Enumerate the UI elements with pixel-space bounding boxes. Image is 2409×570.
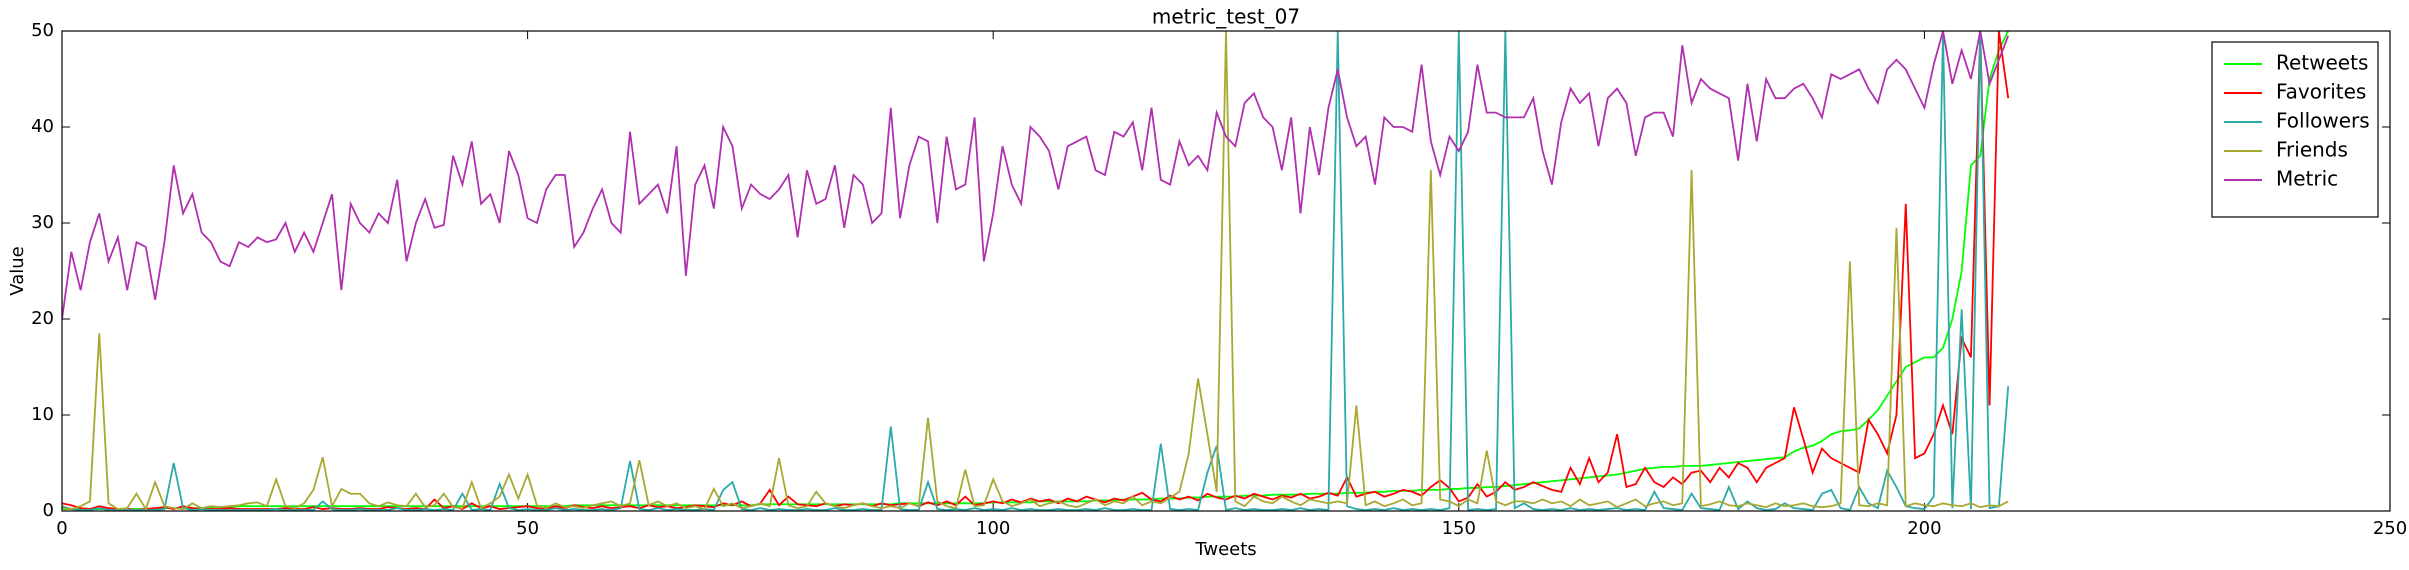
legend-label: Followers (2276, 109, 2370, 133)
y-tick-label: 20 (31, 308, 54, 329)
x-tick-label: 200 (1907, 518, 1941, 539)
x-tick-label: 0 (56, 518, 67, 539)
legend-label: Metric (2276, 167, 2338, 191)
series-line (62, 30, 2010, 511)
y-axis-label: Value (7, 246, 28, 295)
x-tick-label: 250 (2373, 518, 2407, 539)
y-tick-label: 50 (31, 20, 54, 41)
x-axis-label: Tweets (1194, 539, 1256, 560)
y-tick-label: 30 (31, 212, 54, 233)
y-tick-label: 0 (43, 500, 54, 521)
series-line (62, 30, 2010, 512)
legend-box (2211, 41, 2379, 218)
series-line (62, 30, 2010, 320)
plot-frame (61, 30, 2391, 512)
x-tick-label: 50 (516, 518, 539, 539)
legend-label: Friends (2276, 138, 2348, 162)
y-tick-label: 10 (31, 404, 54, 425)
y-tick-label: 40 (31, 116, 54, 137)
x-tick-label: 100 (976, 518, 1010, 539)
x-tick-label: 150 (1442, 518, 1476, 539)
legend-label: Favorites (2276, 80, 2366, 104)
legend-label: Retweets (2276, 51, 2368, 75)
series-line (62, 30, 2009, 512)
series-line (62, 30, 2010, 510)
chart-title: metric_test_07 (1152, 5, 1300, 29)
